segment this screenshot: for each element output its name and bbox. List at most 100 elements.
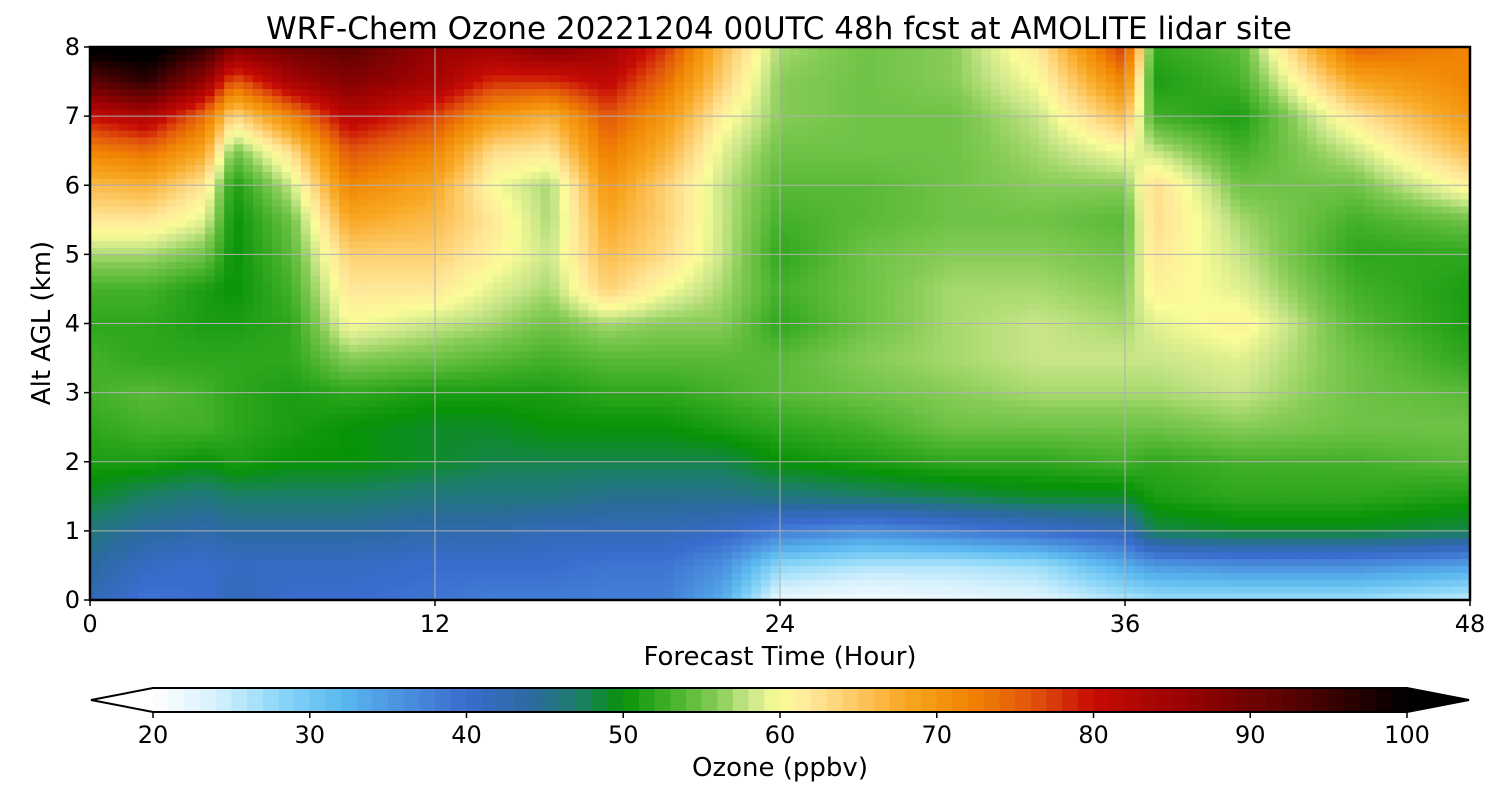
ozone-cell <box>597 441 609 449</box>
ozone-cell <box>923 358 934 366</box>
ozone-cell <box>320 468 331 477</box>
ozone-cell <box>703 385 714 394</box>
ozone-cell <box>1316 434 1327 442</box>
ozone-cell <box>176 475 187 484</box>
ozone-cell <box>827 475 839 484</box>
ozone-cell <box>1182 551 1193 560</box>
ozone-cell <box>1182 593 1193 600</box>
ozone-cell <box>1240 447 1251 456</box>
ozone-cell <box>636 454 647 463</box>
ozone-cell <box>1125 475 1136 484</box>
ozone-cell <box>482 454 494 463</box>
ozone-cell <box>569 496 580 504</box>
ozone-cell <box>578 371 589 380</box>
ozone-cell <box>981 579 992 587</box>
ozone-cell <box>252 420 264 428</box>
ozone-cell <box>252 454 264 463</box>
ozone-cell <box>1010 399 1021 408</box>
ozone-cell <box>463 441 474 449</box>
ozone-cell <box>569 468 580 477</box>
ozone-cell <box>128 378 139 387</box>
ozone-cell <box>818 510 829 518</box>
ozone-cell <box>1096 447 1107 456</box>
ozone-cell <box>492 392 503 401</box>
ozone-cell <box>1422 572 1433 580</box>
ozone-cell <box>358 413 369 421</box>
ozone-cell <box>636 371 647 380</box>
ozone-cell <box>588 475 599 484</box>
ozone-cell <box>655 544 666 553</box>
ozone-cell <box>358 406 369 414</box>
ozone-cell <box>933 454 944 463</box>
ozone-cell <box>1316 364 1327 373</box>
ozone-cell <box>1412 420 1423 428</box>
ozone-cell <box>1019 420 1030 428</box>
ozone-cell <box>1345 441 1356 449</box>
ozone-cell <box>348 427 359 435</box>
ozone-cell <box>1240 503 1251 511</box>
ozone-cell <box>1077 537 1088 546</box>
ozone-cell <box>1268 406 1279 414</box>
ozone-cell <box>808 572 819 580</box>
ozone-cell <box>923 420 934 428</box>
ozone-cell <box>607 434 618 442</box>
ozone-cell <box>645 434 657 442</box>
ozone-cell <box>1077 454 1088 463</box>
ozone-cell <box>415 496 427 504</box>
ozone-cell <box>981 420 992 428</box>
ozone-cell <box>1172 406 1184 414</box>
ozone-cell <box>300 468 312 477</box>
ozone-cell <box>435 392 446 401</box>
ozone-cell <box>435 441 446 449</box>
ozone-cell <box>339 364 350 373</box>
ozone-cell <box>387 593 398 600</box>
ozone-cell <box>530 461 542 470</box>
ozone-cell <box>1125 579 1136 587</box>
ozone-cell <box>387 551 398 560</box>
ozone-cell <box>799 523 810 532</box>
ozone-cell <box>1450 385 1462 394</box>
ozone-cell <box>262 503 273 511</box>
ozone-cell <box>550 551 561 560</box>
ozone-cell <box>454 565 465 573</box>
ozone-cell <box>492 454 503 463</box>
ozone-cell <box>1134 579 1145 587</box>
ozone-cell <box>205 468 216 477</box>
ozone-cell <box>732 558 743 567</box>
ozone-cell <box>1057 454 1069 463</box>
ozone-cell <box>895 565 906 573</box>
ozone-cell <box>137 371 149 380</box>
ozone-cell <box>1144 392 1155 401</box>
ozone-cell <box>808 461 819 470</box>
ozone-cell <box>770 399 781 408</box>
ozone-cell <box>1144 558 1155 567</box>
ozone-cell <box>157 392 168 401</box>
ozone-cell <box>626 364 637 373</box>
ozone-cell <box>1383 530 1394 539</box>
ozone-cell <box>1029 572 1040 580</box>
ozone-cell <box>1383 385 1394 394</box>
ozone-cell <box>1374 441 1385 449</box>
ozone-cell <box>1383 392 1394 401</box>
ozone-cell <box>166 496 177 504</box>
ozone-cell <box>310 441 321 449</box>
ozone-cell <box>1345 593 1356 600</box>
ozone-cell <box>789 579 800 587</box>
ozone-cell <box>1192 565 1203 573</box>
ozone-cell <box>291 523 302 532</box>
ozone-cell <box>310 385 321 394</box>
ozone-cell <box>1019 579 1030 587</box>
ozone-cell <box>224 461 235 470</box>
ozone-cell <box>875 579 887 587</box>
ozone-cell <box>1316 482 1327 490</box>
ozone-cell <box>1211 461 1222 470</box>
ozone-cell <box>1182 496 1193 504</box>
ozone-cell <box>147 427 158 435</box>
ozone-cell <box>837 551 848 560</box>
ozone-cell <box>597 406 609 414</box>
ozone-cell <box>1412 413 1423 421</box>
ozone-cell <box>971 461 982 470</box>
ozone-cell <box>367 371 379 380</box>
ozone-cell <box>367 579 379 587</box>
ozone-cell <box>904 537 915 546</box>
